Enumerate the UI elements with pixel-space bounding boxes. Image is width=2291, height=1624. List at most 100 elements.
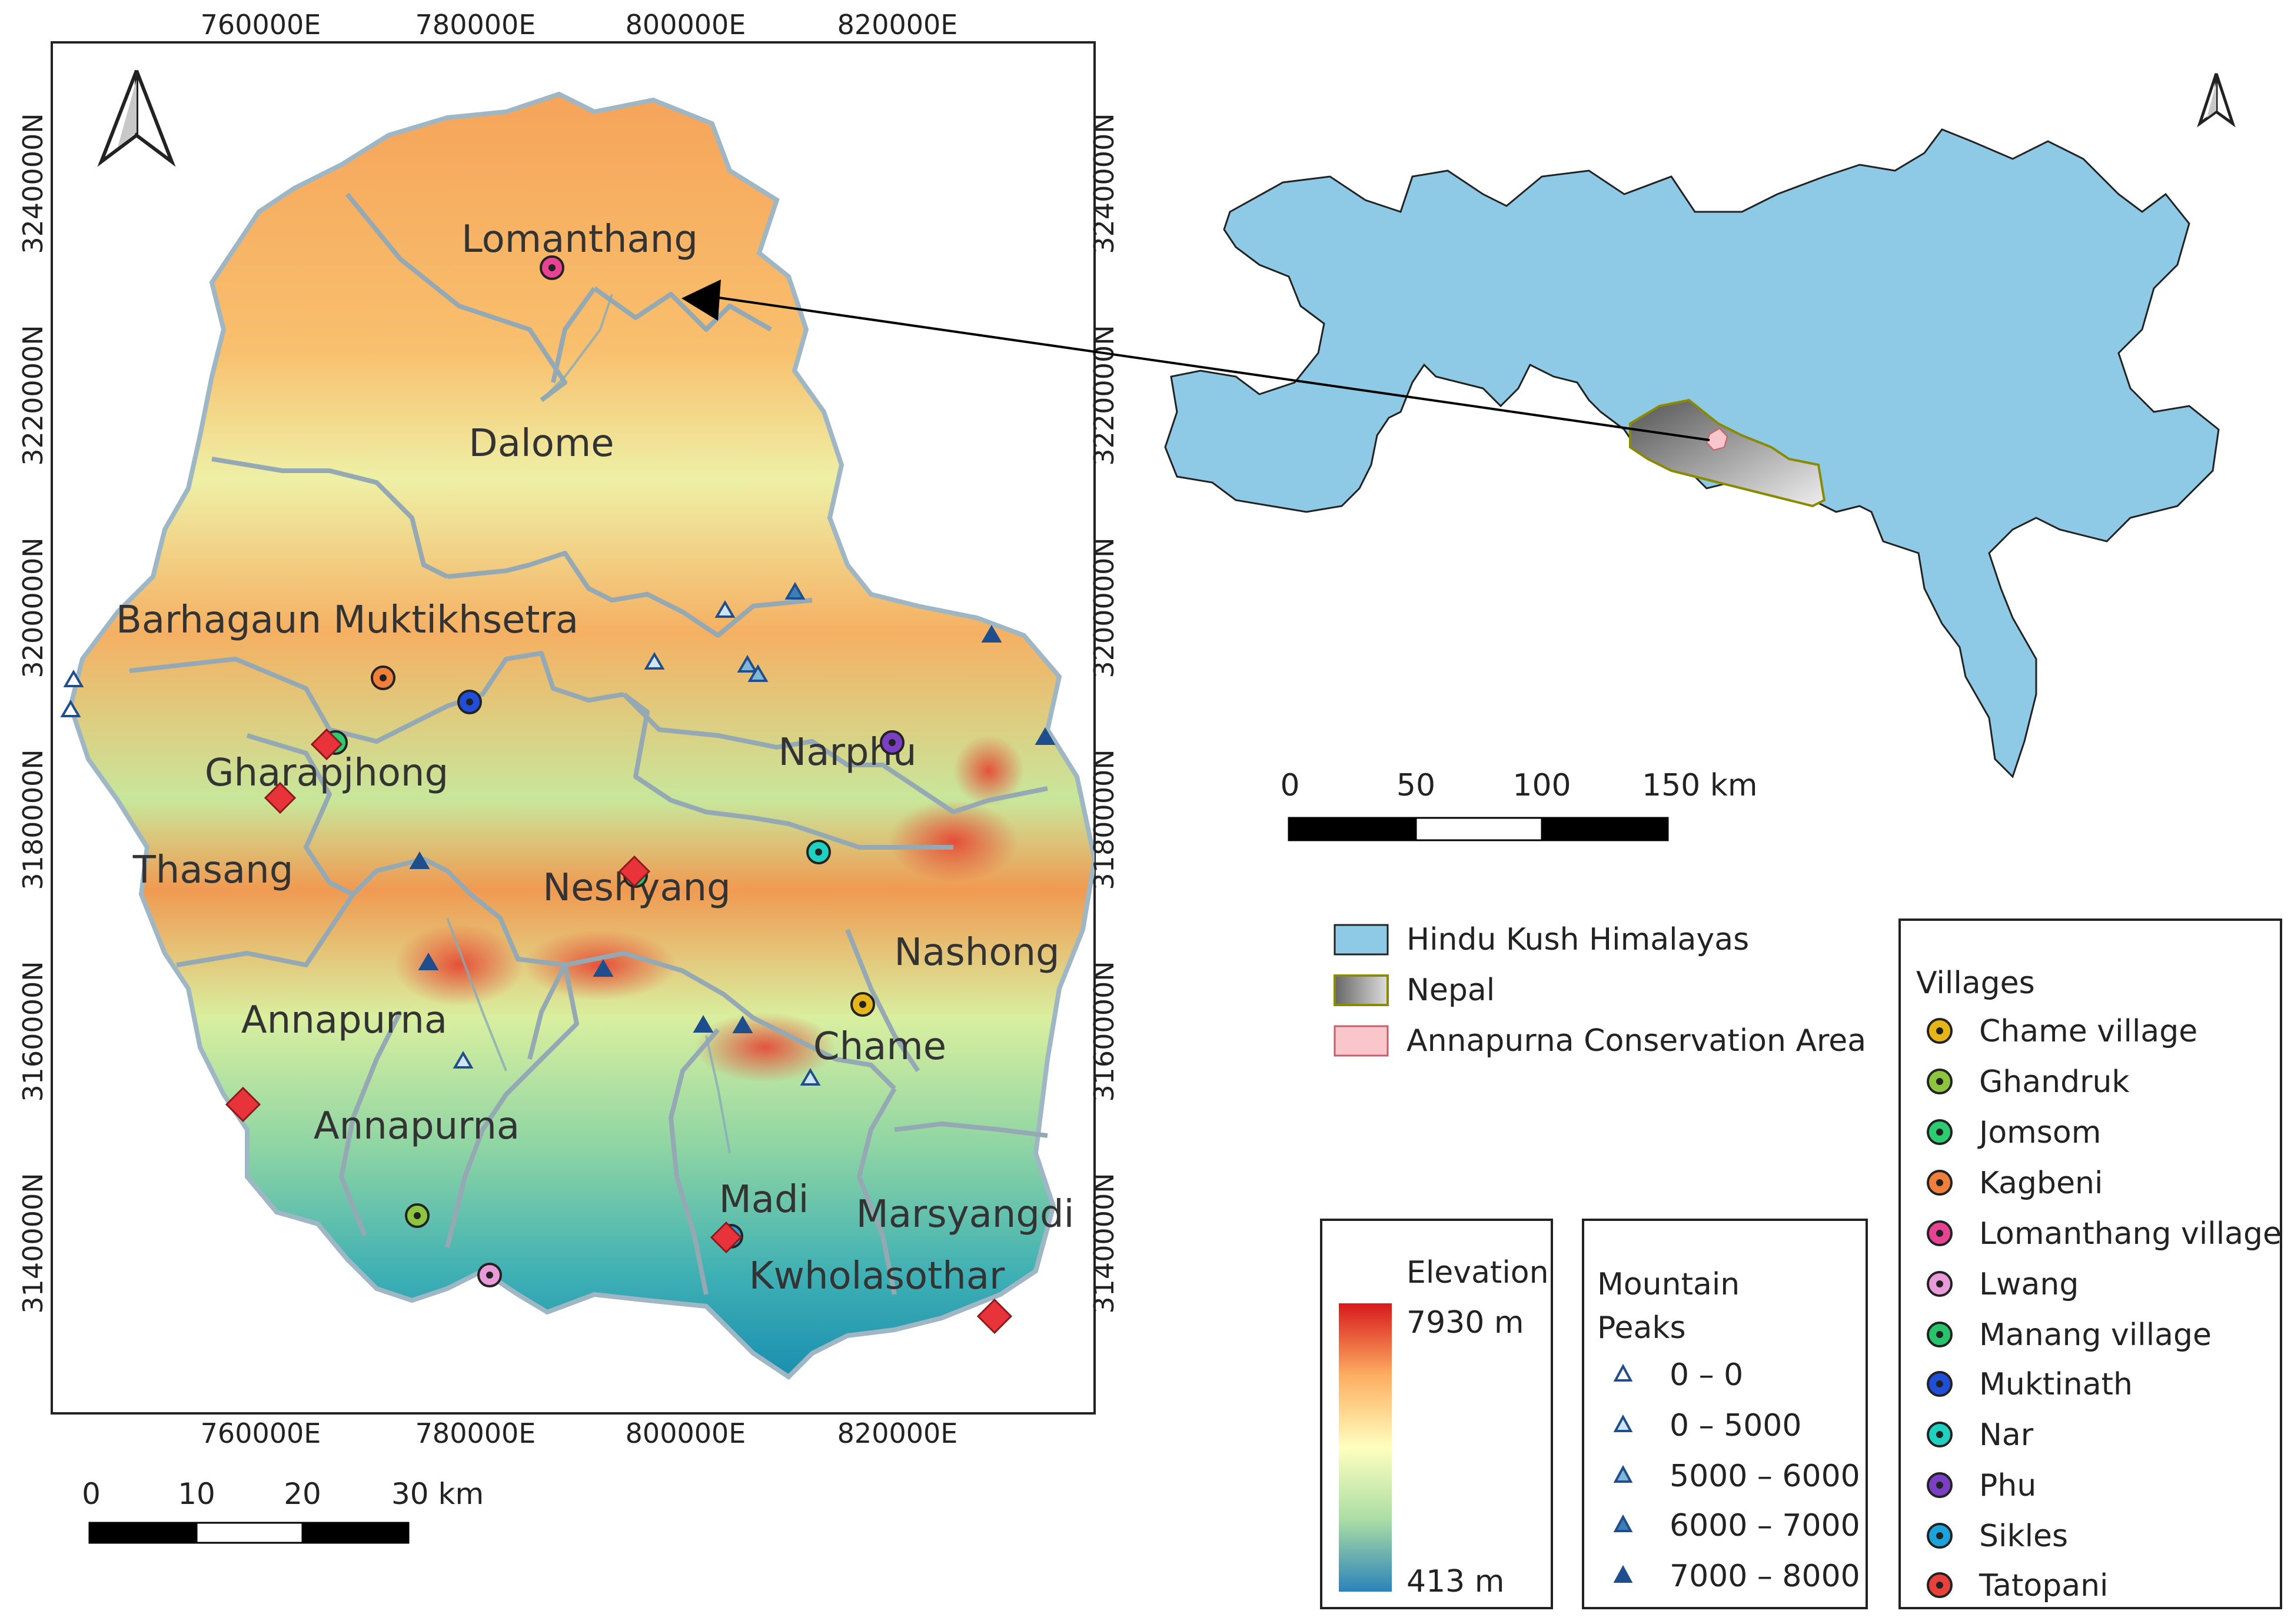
tatopani-marker [976,1298,1013,1335]
legend-village-label: Muktinath [1979,1367,2133,1402]
location-pointer-line [714,296,1710,441]
inset-north-arrow-icon [2197,73,2236,128]
legend-peak-label: 0 – 0 [1670,1357,1743,1393]
tatopani-marker [310,728,343,761]
legend-village-label: Jomsom [1977,1115,2101,1150]
inset-scalebar: 0 50 100 150 km [1280,768,1758,841]
scalebar-label: 20 [284,1477,321,1511]
legend-village-label: Kagbeni [1979,1166,2103,1201]
scalebar-segment [88,1522,198,1544]
coord-right-label: 3140000N [1088,1173,1120,1313]
legend-peak-label: 7000 – 8000 [1670,1559,1860,1594]
legend-village-label: Nar [1979,1417,2034,1453]
region-label: Barhagaun Muktikhsetra [116,598,578,642]
region-label: Nashong [894,931,1059,974]
scalebar-label: 100 [1512,768,1571,803]
inset-map [681,128,2220,778]
village-marker-nar [806,840,831,864]
region-boundaries [129,192,1048,1295]
region-label: Annapurna [241,999,447,1042]
coord-right-label: 3160000N [1088,961,1120,1101]
peak-marker [593,959,614,977]
legend-peak-triangle [1613,1565,1633,1583]
coord-bottom-label: 820000E [837,1417,958,1449]
peak-marker [981,625,1002,643]
legend-village-label: Phu [1979,1468,2036,1503]
region-label: Thasang [132,848,294,892]
legend-village-label: Sikles [1979,1519,2068,1554]
legend-village-label: Lwang [1979,1267,2079,1302]
peak-marker [800,1068,821,1086]
coord-bottom-label: 780000E [415,1417,536,1449]
scalebar-label: 150 km [1642,768,1758,803]
peak-marker [453,1051,474,1069]
region-label: Dalome [468,422,614,465]
peak-marker [418,953,439,970]
peak-marker [644,652,665,670]
annapurna-conservation-area [1705,427,1728,451]
coord-right-label: 3200000N [1088,537,1120,678]
peaks-legend-box [1582,1219,1868,1609]
tatopani-marker [710,1221,743,1254]
villages-legend-title: Villages [1916,966,2035,1001]
legend-village-label: Ghandruk [1979,1064,2130,1100]
coord-right-label: 3240000N [1088,113,1120,254]
village-marker-phu [880,730,905,755]
scalebar-label: 30 km [391,1477,484,1511]
peaks-legend-title: Peaks [1597,1310,1686,1346]
coord-bottom-label: 800000E [626,1417,746,1449]
scalebar-segment [301,1522,410,1544]
tatopani-marker [225,1086,261,1123]
scalebar-label: 0 [82,1477,101,1511]
peak-marker [747,664,769,682]
scalebar-label: 0 [1280,768,1299,803]
village-marker-kagbeni [371,665,395,690]
region-label: Chame [813,1025,946,1069]
peak-marker [714,600,736,618]
elevation-color-ramp [1339,1303,1392,1592]
rivers [446,294,731,1154]
legend-village-label: Chame village [1979,1014,2197,1049]
scalebar-label: 10 [178,1477,215,1511]
region-label: Kwholasothar [749,1254,1005,1298]
high-elevation-zone [694,1012,836,1083]
region-label: Marsyangdi [856,1193,1075,1236]
coords-right: 3240000N 3220000N 3200000N 3180000N 3160… [1088,113,1120,1313]
peak-marker [60,700,81,717]
high-elevation-zone [953,736,1024,806]
tatopani-markers [225,728,1013,1335]
elevation-legend-title: Elevation [1406,1255,1549,1290]
coord-left-label: 3140000N [17,1173,49,1313]
scalebar-segment [195,1522,304,1544]
peak-marker [784,582,806,600]
villages-legend: Villages Chame village Ghandruk Jomsom K… [1898,919,2282,1609]
elevation-min-label: 413 m [1406,1564,1504,1599]
coord-top-label: 760000E [201,9,321,41]
tatopani-marker [264,781,297,814]
coords-bottom: 760000E 780000E 800000E 820000E [201,1417,958,1449]
high-elevation-zone [394,924,524,1006]
legend-label: Hindu Kush Himalayas [1406,922,1749,957]
coord-left-label: 3160000N [17,961,49,1101]
location-pointer-arrowhead [681,279,721,321]
main-scalebar: 0 10 20 30 km [82,1477,484,1544]
peaks-legend-title: Mountain [1597,1267,1740,1302]
peak-marker [737,655,758,673]
coordinate-labels: 760000E 780000E 800000E 820000E 760000E … [17,9,1120,1449]
coord-top-label: 800000E [626,9,746,41]
elevation-max-label: 7930 m [1406,1305,1524,1340]
tatopani-marker [618,855,651,888]
legend-swatch-aca [1334,1025,1389,1057]
peak-marker [693,1015,714,1033]
nepal-region [1629,398,1826,508]
peaks-legend: Mountain Peaks 0 – 0 0 – 5000 5000 – 600… [1582,1219,1868,1609]
coord-left-label: 3240000N [17,113,49,254]
coord-left-label: 3220000N [17,325,49,465]
coord-left-label: 3200000N [17,537,49,678]
coord-right-label: 3220000N [1088,325,1120,465]
peak-marker [409,851,430,869]
legend-peak-triangle [1613,1514,1633,1532]
main-map [51,41,1096,1415]
area-legend: Hindu Kush Himalayas Nepal Annapurna Con… [1334,922,1866,1059]
